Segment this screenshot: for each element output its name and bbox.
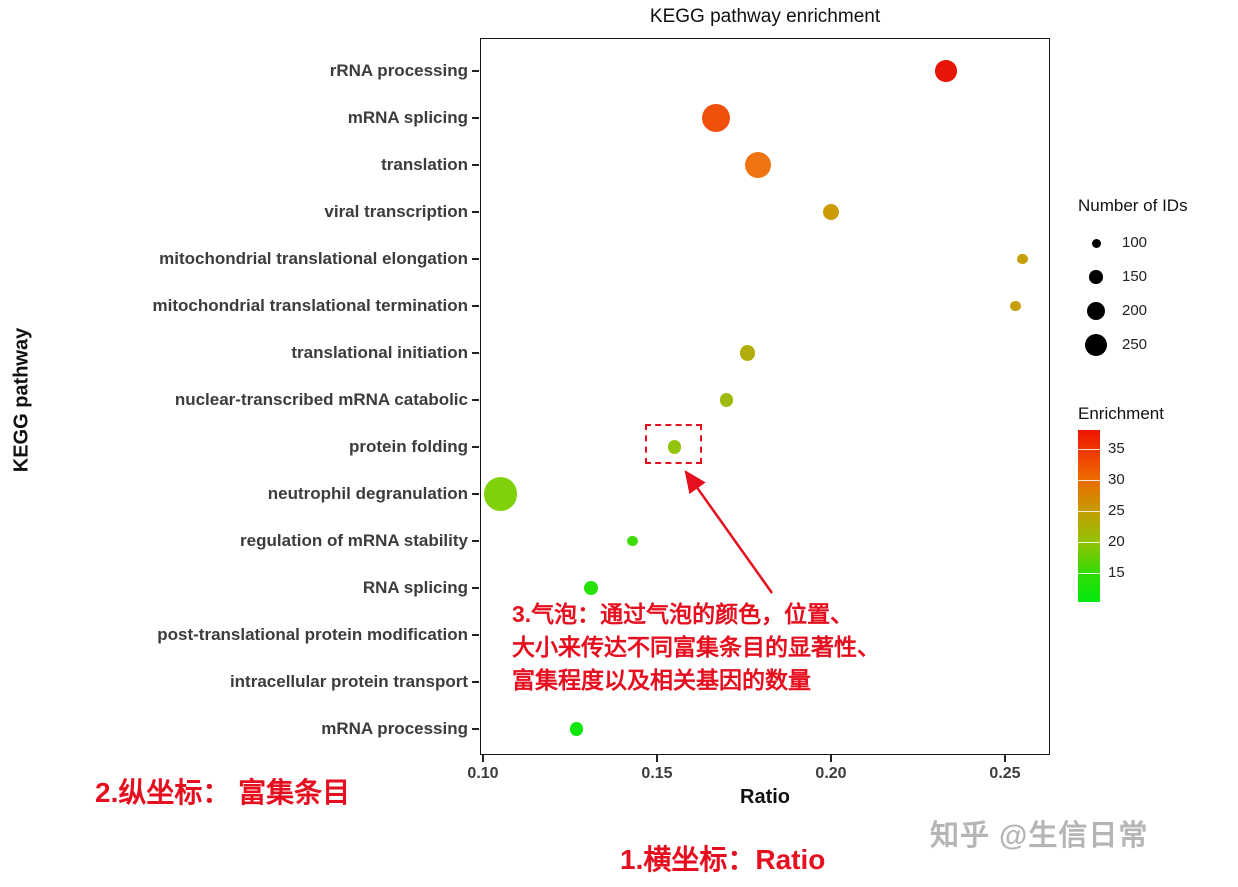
x-axis-tick-label: 0.15 <box>641 765 673 782</box>
x-axis-tick <box>1004 755 1006 762</box>
x-axis-tick-label: 0.20 <box>815 765 847 782</box>
color-legend-title: Enrichment <box>1078 404 1164 423</box>
y-axis-tick <box>472 211 479 213</box>
color-legend-tick-label: 25 <box>1108 501 1125 519</box>
y-axis-label: translational initiation <box>291 343 468 362</box>
x-axis-tick <box>482 755 484 762</box>
y-axis-label: viral transcription <box>324 202 468 221</box>
bubble-rna-splicing <box>583 581 598 595</box>
highlight-dashed-box <box>645 424 702 464</box>
size-legend-dot <box>1087 302 1105 320</box>
x-axis-tick-label: 0.10 <box>467 765 499 782</box>
color-legend-tick-label: 35 <box>1108 439 1125 457</box>
y-axis-tick <box>472 70 479 72</box>
size-legend-dot <box>1089 270 1103 284</box>
y-axis-tick <box>472 258 479 260</box>
y-axis-label: mitochondrial translational elongation <box>159 249 468 268</box>
y-axis-tick <box>472 681 479 683</box>
x-axis-tick <box>830 755 832 762</box>
y-axis-label: protein folding <box>349 437 468 456</box>
watermark: 知乎 @生信日常 <box>930 820 1149 852</box>
y-axis-label: RNA splicing <box>362 578 468 597</box>
y-axis-label: rRNA processing <box>329 61 468 80</box>
x-axis-tick-label: 0.25 <box>989 765 1021 782</box>
color-legend-tick <box>1078 479 1100 481</box>
color-legend-tick-label: 20 <box>1108 532 1125 550</box>
color-legend-tick-label: 30 <box>1108 470 1125 488</box>
y-axis-label: translation <box>381 155 468 174</box>
size-legend-dot <box>1091 238 1101 248</box>
bubble-translational-initiation <box>739 345 756 361</box>
y-axis-label: regulation of mRNA stability <box>240 531 468 550</box>
bubble-mitochondrial-translational-elongation <box>1017 253 1028 265</box>
color-legend-tick-label: 15 <box>1108 563 1125 581</box>
y-axis-tick <box>472 446 479 448</box>
size-legend-title: Number of IDs <box>1078 196 1188 215</box>
y-axis-tick <box>472 540 479 542</box>
annotation-bubble-note: 3.气泡：通过气泡的颜色，位置、 大小来传达不同富集条目的显著性、 富集程度以及… <box>512 598 880 697</box>
y-axis-tick <box>472 117 479 119</box>
y-axis-label: mRNA splicing <box>347 108 468 127</box>
annotation-bubble-note-line-3: 富集程度以及相关基因的数量 <box>512 667 811 693</box>
bubble-viral-transcription <box>822 203 840 221</box>
x-axis-tick <box>656 755 658 762</box>
color-legend-tick <box>1078 448 1100 450</box>
bubble-translation <box>744 151 771 179</box>
bubble-mitochondrial-translational-termination <box>1010 300 1021 312</box>
y-axis-tick <box>472 587 479 589</box>
bubble-nuclear-transcribed-mrna-catabolic <box>720 393 734 407</box>
y-axis-label: mRNA processing <box>321 719 468 738</box>
y-axis-tick <box>472 493 479 495</box>
bubble-regulation-of-mrna-stability <box>627 535 639 547</box>
color-legend-tick <box>1078 510 1100 512</box>
y-axis-tick <box>472 305 479 307</box>
x-axis-title: Ratio <box>740 786 790 808</box>
enrichment-colorbar <box>1078 430 1100 602</box>
size-legend-label: 250 <box>1122 336 1148 353</box>
bubble-mrna-processing <box>570 722 584 736</box>
color-legend-tick <box>1078 572 1100 574</box>
y-axis-tick <box>472 352 479 354</box>
y-axis-label: post-translational protein modification <box>157 625 468 644</box>
size-legend-label: 100 <box>1122 234 1148 251</box>
annotation-bubble-note-line-2: 大小来传达不同富集条目的显著性、 <box>512 634 880 660</box>
y-axis-label: mitochondrial translational termination <box>152 296 468 315</box>
bubble-neutrophil-degranulation <box>483 477 518 511</box>
y-axis-label: nuclear-transcribed mRNA catabolic <box>174 390 468 409</box>
size-legend-label: 150 <box>1122 268 1148 285</box>
y-axis-tick <box>472 634 479 636</box>
y-axis-tick <box>472 164 479 166</box>
y-axis-tick <box>472 728 479 730</box>
y-axis-label: intracellular protein transport <box>229 672 468 691</box>
color-legend-tick <box>1078 541 1100 543</box>
bubble-mrna-splicing <box>702 104 731 132</box>
size-legend-label: 200 <box>1122 302 1148 319</box>
chart-title: KEGG pathway enrichment <box>649 6 881 27</box>
annotation-y-axis-note: 2.纵坐标： 富集条目 <box>95 777 351 808</box>
bubble-protein-folding <box>667 440 681 454</box>
y-axis-tick <box>472 399 479 401</box>
y-axis-label: neutrophil degranulation <box>267 484 468 503</box>
bubble-rrna-processing <box>935 60 957 82</box>
annotation-bubble-note-line-1: 3.气泡：通过气泡的颜色，位置、 <box>512 601 854 627</box>
annotation-x-axis-note: 1.横坐标：Ratio <box>620 844 826 875</box>
size-legend-dot <box>1084 333 1108 357</box>
